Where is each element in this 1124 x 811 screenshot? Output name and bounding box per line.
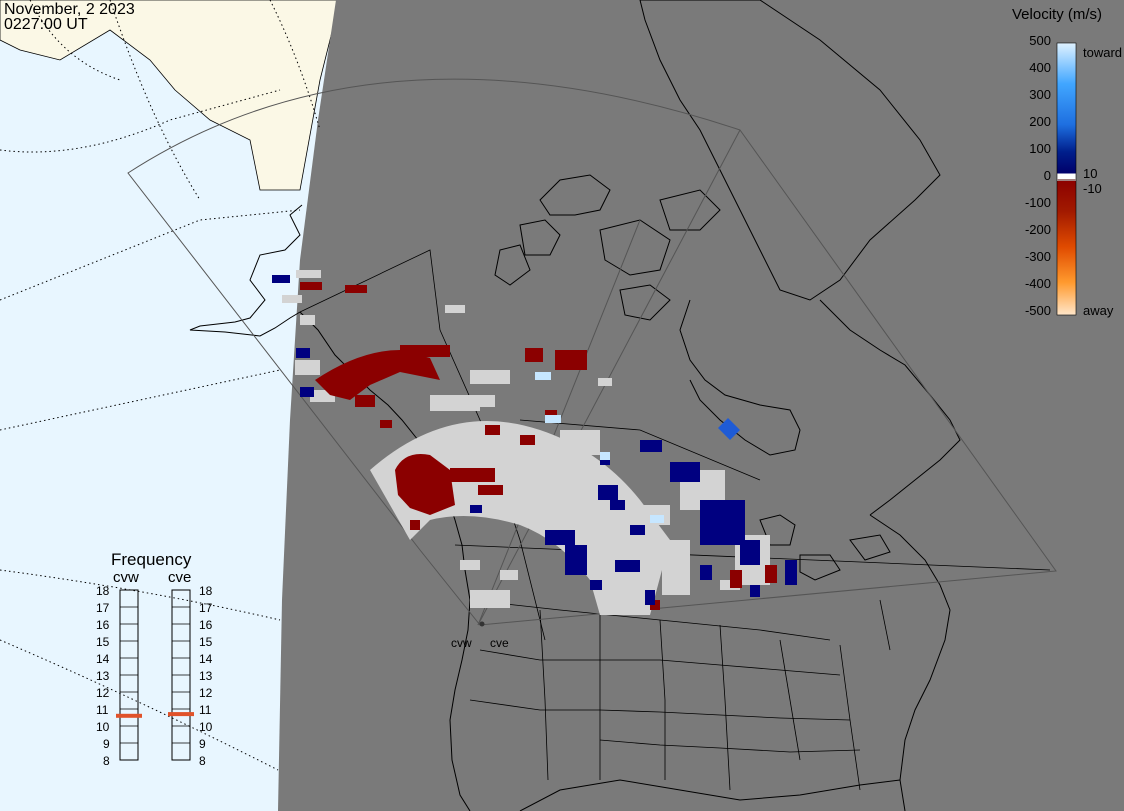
velocity-toward-high bbox=[535, 372, 664, 523]
frequency-tick-right: 17 bbox=[199, 601, 213, 615]
timestamp-date: November, 2 2023 bbox=[4, 1, 135, 18]
frequency-col-cve: cve bbox=[168, 569, 192, 586]
velocity-tick: 200 bbox=[1029, 114, 1051, 129]
velocity-toward-label: toward bbox=[1083, 45, 1123, 60]
frequency-title: Frequency bbox=[111, 550, 192, 569]
frequency-tick-left: 8 bbox=[103, 754, 110, 768]
frequency-tick-left: 14 bbox=[96, 652, 110, 666]
velocity-tick: -400 bbox=[1024, 276, 1051, 291]
velocity-tick: 300 bbox=[1029, 87, 1051, 102]
velocity-away bbox=[300, 282, 777, 610]
frequency-tick-left: 11 bbox=[96, 703, 109, 717]
timestamp-time: 0227:00 UT bbox=[4, 16, 88, 33]
velocity-tick: 100 bbox=[1029, 141, 1051, 156]
velocity-toward-mid bbox=[718, 418, 740, 440]
frequency-tick-left: 12 bbox=[96, 686, 110, 700]
velocity-colorbar bbox=[1056, 42, 1077, 316]
frequency-tick-right: 15 bbox=[199, 635, 213, 649]
velocity-tick: -100 bbox=[1024, 195, 1051, 210]
frequency-tick-right: 13 bbox=[199, 669, 213, 683]
frequency-tick-left: 17 bbox=[96, 601, 110, 615]
frequency-tick-left: 15 bbox=[96, 635, 110, 649]
frequency-boxes bbox=[119, 589, 191, 761]
lat-lon-grid bbox=[0, 0, 321, 771]
frequency-tick-right: 18 bbox=[199, 584, 213, 598]
coastlines bbox=[189, 0, 961, 811]
velocity-pos-threshold: 10 bbox=[1083, 166, 1098, 181]
velocity-tick: 0 bbox=[1043, 168, 1051, 183]
frequency-col-cvw: cvw bbox=[113, 569, 139, 586]
velocity-tick: -500 bbox=[1024, 303, 1051, 318]
velocity-toward-low bbox=[272, 275, 797, 605]
frequency-tick-right: 10 bbox=[199, 720, 213, 734]
velocity-away-label: away bbox=[1083, 303, 1114, 318]
frequency-tick-right: 9 bbox=[199, 737, 206, 751]
frequency-tick-left: 9 bbox=[103, 737, 110, 751]
frequency-tick-right: 11 bbox=[199, 703, 212, 717]
frequency-tick-left: 18 bbox=[96, 584, 110, 598]
frequency-tick-right: 16 bbox=[199, 618, 213, 632]
velocity-neg-threshold: -10 bbox=[1083, 181, 1102, 196]
political-borders bbox=[299, 249, 1051, 791]
velocity-tick: -200 bbox=[1024, 222, 1051, 237]
velocity-legend-title: Velocity (m/s) bbox=[1012, 6, 1103, 23]
frequency-tick-left: 13 bbox=[96, 669, 110, 683]
frequency-marker-cvw bbox=[116, 713, 142, 718]
radar-site-label-cvw: cvw bbox=[451, 636, 472, 650]
frequency-tick-left: 16 bbox=[96, 618, 110, 632]
frequency-marker-cve bbox=[168, 712, 194, 717]
radar-site-label-cve: cve bbox=[490, 636, 509, 650]
velocity-tick: -300 bbox=[1024, 249, 1051, 264]
radar-site-marker bbox=[479, 621, 485, 627]
day-land bbox=[0, 0, 341, 191]
frequency-tick-left: 10 bbox=[96, 720, 110, 734]
frequency-tick-right: 12 bbox=[199, 686, 213, 700]
velocity-tick: 400 bbox=[1029, 60, 1051, 75]
night-region bbox=[278, 0, 1124, 811]
frequency-tick-right: 14 bbox=[199, 652, 213, 666]
frequency-tick-right: 8 bbox=[199, 754, 206, 768]
velocity-tick: 500 bbox=[1029, 33, 1051, 48]
